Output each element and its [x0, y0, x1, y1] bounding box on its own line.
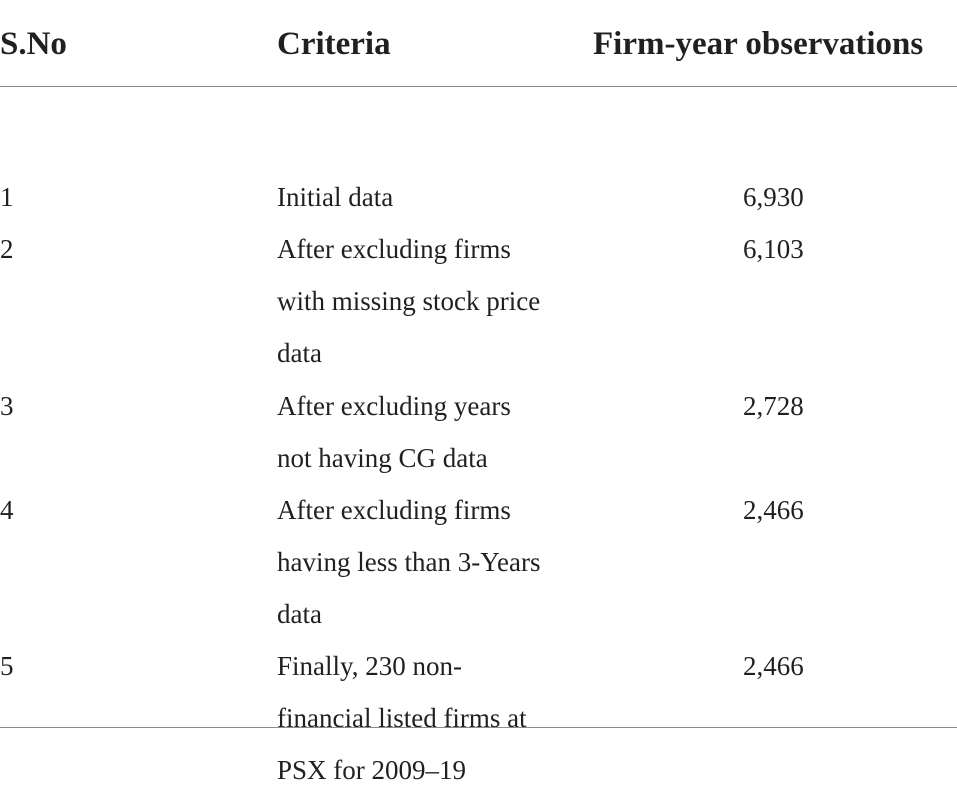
row-observations: 2,728: [743, 391, 804, 421]
row-sno: 1: [0, 182, 14, 212]
header-sno: S.No: [0, 26, 67, 62]
criteria-line: PSX for 2009–19: [277, 755, 467, 785]
criteria-line: After excluding firms: [277, 234, 511, 264]
row-sno: 5: [0, 651, 14, 681]
row-sno: 2: [0, 234, 14, 264]
row-observations: 6,930: [743, 182, 804, 212]
criteria-line: with missing stock price: [277, 286, 541, 316]
row-criteria: Initial data: [277, 171, 577, 223]
table-row: 2 After excluding firms with missing sto…: [0, 223, 957, 379]
criteria-line: Finally, 230 non-: [277, 651, 462, 681]
row-criteria: Finally, 230 non- financial listed firms…: [277, 640, 577, 796]
header-observations: Firm-year observations: [593, 26, 924, 62]
criteria-line: After excluding firms: [277, 495, 511, 525]
table-row: 4 After excluding firms having less than…: [0, 484, 957, 640]
row-sno: 3: [0, 391, 14, 421]
header-criteria: Criteria: [277, 26, 391, 62]
criteria-line: Initial data: [277, 182, 394, 212]
criteria-line: After excluding years: [277, 391, 511, 421]
table-row: 1 Initial data 6,930: [0, 171, 957, 223]
row-sno: 4: [0, 495, 14, 525]
row-criteria: After excluding firms with missing stock…: [277, 223, 577, 379]
row-observations: 6,103: [743, 234, 804, 264]
criteria-line: data: [277, 599, 322, 629]
row-observations: 2,466: [743, 495, 804, 525]
criteria-line: financial listed firms at: [277, 703, 527, 733]
table-bottom-rule: [0, 727, 957, 728]
criteria-line: having less than 3-Years: [277, 547, 541, 577]
table-header: S.No Criteria Firm-year observations: [0, 0, 957, 87]
row-observations: 2,466: [743, 651, 804, 681]
row-criteria: After excluding years not having CG data: [277, 380, 577, 484]
criteria-line: data: [277, 338, 322, 368]
table-row: 5 Finally, 230 non- financial listed fir…: [0, 640, 957, 796]
criteria-line: not having CG data: [277, 443, 488, 473]
table-row: 3 After excluding years not having CG da…: [0, 380, 957, 484]
row-criteria: After excluding firms having less than 3…: [277, 484, 577, 640]
